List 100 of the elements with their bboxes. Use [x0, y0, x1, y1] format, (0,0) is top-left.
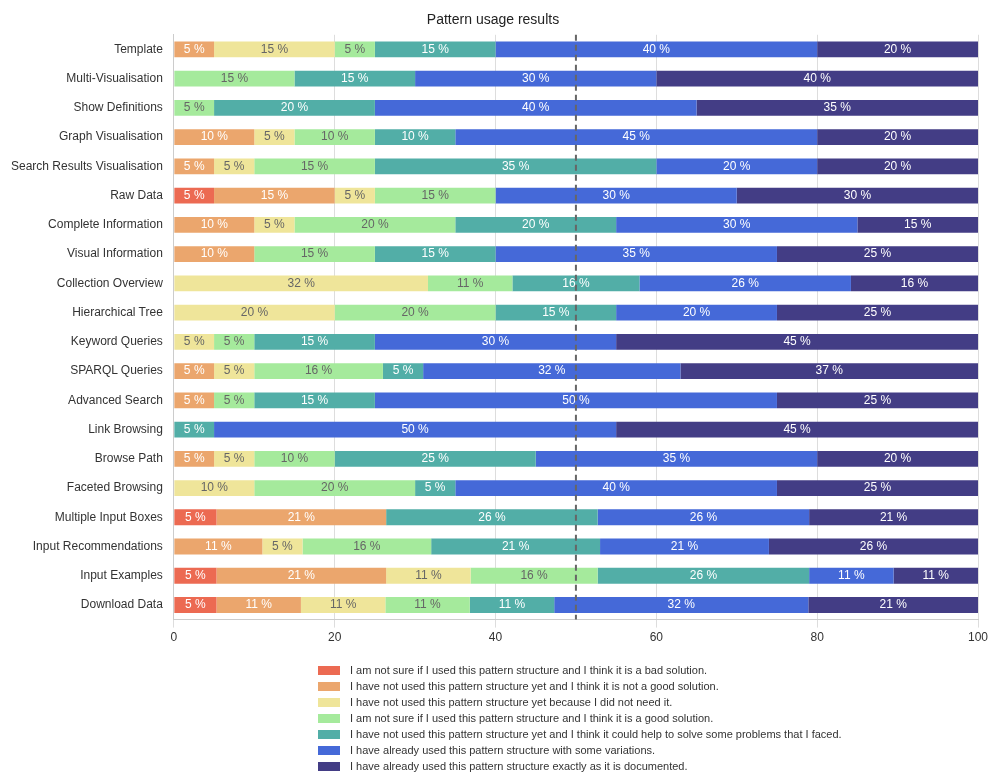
data-label: 26 %	[689, 568, 718, 583]
data-label: 32 %	[538, 363, 566, 378]
bar	[893, 567, 978, 584]
data-label: 21 %	[879, 597, 908, 612]
data-label: 30 %	[522, 70, 550, 85]
data-label: 50 %	[401, 421, 430, 436]
data-label: 15 %	[904, 217, 932, 232]
y-tick-label: Keyword Queries	[70, 334, 163, 349]
y-tick-label: Advanced Search	[68, 392, 163, 407]
data-label: 5 %	[223, 334, 245, 349]
data-label: 25 %	[863, 304, 892, 319]
bar	[554, 597, 809, 613]
bar	[294, 70, 416, 87]
data-label: 25 %	[863, 392, 892, 407]
bar	[495, 246, 777, 262]
data-label: 5 %	[183, 41, 205, 56]
data-label: 5 %	[183, 100, 205, 115]
bar	[495, 41, 818, 58]
bar	[455, 216, 617, 233]
data-label: 5 %	[264, 217, 286, 232]
data-label: 11 %	[498, 597, 526, 612]
data-label: 40 %	[803, 70, 832, 85]
data-label: 15 %	[260, 41, 289, 56]
bar	[656, 70, 978, 87]
data-label: 45 %	[622, 129, 651, 144]
bar	[254, 158, 375, 175]
y-tick-label: Browse Path	[94, 451, 163, 466]
chart-title: Pattern usage results	[426, 11, 560, 28]
bar	[254, 392, 375, 409]
bar	[216, 567, 387, 584]
data-label: 5 %	[183, 421, 205, 436]
bar	[817, 158, 978, 175]
y-tick-label: Download Data	[80, 597, 164, 612]
bar	[776, 480, 978, 496]
bar	[254, 246, 375, 262]
bar	[817, 450, 978, 467]
y-tick-label: Link Browsing	[88, 421, 163, 436]
data-label: 15 %	[421, 187, 450, 202]
y-tick-label: Faceted Browsing	[66, 480, 163, 495]
legend-label: I have already used this pattern structure exactly as it is documented.	[350, 760, 688, 772]
bar	[656, 158, 818, 175]
bar	[850, 275, 978, 292]
data-label: 30 %	[602, 187, 631, 202]
data-label: 26 %	[478, 509, 506, 524]
bar	[817, 129, 978, 146]
data-label: 16 %	[304, 363, 333, 378]
data-label: 21 %	[670, 538, 699, 553]
bar	[214, 100, 375, 116]
bar	[385, 597, 470, 613]
data-label: 5 %	[185, 597, 207, 612]
data-label: 20 %	[883, 129, 912, 144]
data-label: 25 %	[421, 451, 450, 466]
data-label: 11 %	[205, 538, 232, 553]
data-label: 25 %	[863, 480, 892, 495]
bar	[495, 187, 737, 204]
legend-label: I have not used this pattern structure yet because I did not need it.	[350, 696, 673, 708]
y-tick-label: Multi-Visualisation	[66, 70, 163, 85]
data-label: 5 %	[272, 538, 294, 553]
y-tick-label: Visual Information	[67, 246, 163, 261]
bar	[427, 275, 513, 292]
bar	[374, 158, 657, 175]
bar	[216, 597, 301, 613]
bar	[470, 567, 598, 584]
bar	[294, 129, 375, 146]
data-label: 11 %	[456, 275, 484, 290]
bar	[254, 450, 335, 467]
bar	[776, 392, 978, 409]
x-tick-label: 20	[328, 630, 342, 645]
bar	[174, 275, 428, 292]
data-label: 15 %	[300, 392, 329, 407]
data-label: 35 %	[823, 100, 852, 115]
bar	[600, 538, 769, 555]
bar	[374, 392, 777, 409]
bar	[300, 597, 386, 613]
data-label: 20 %	[682, 304, 711, 319]
data-label: 11 %	[415, 568, 442, 583]
bar	[374, 100, 697, 116]
bar	[808, 597, 978, 613]
data-label: 32 %	[667, 597, 696, 612]
data-label: 11 %	[329, 597, 357, 612]
data-label: 20 %	[240, 304, 269, 319]
data-label: 30 %	[843, 187, 872, 202]
y-tick-label: Multiple Input Boxes	[54, 509, 163, 524]
data-label: 15 %	[341, 70, 369, 85]
bar	[254, 363, 383, 379]
data-label: 15 %	[300, 246, 329, 261]
bar	[857, 216, 978, 233]
data-label: 26 %	[689, 509, 718, 524]
y-tick-label: Raw Data	[110, 187, 164, 202]
data-label: 5 %	[185, 568, 207, 583]
legend-label: I have already used this pattern structure with some variations.	[350, 744, 656, 756]
data-label: 5 %	[183, 363, 205, 378]
y-tick-label: Search Results Visualisation	[11, 158, 163, 173]
data-label: 11 %	[922, 568, 950, 583]
data-label: 15 %	[260, 187, 289, 202]
data-label: 5 %	[392, 363, 414, 378]
bar	[535, 450, 818, 467]
data-label: 35 %	[662, 451, 691, 466]
bar	[469, 597, 555, 613]
bar	[174, 246, 255, 262]
